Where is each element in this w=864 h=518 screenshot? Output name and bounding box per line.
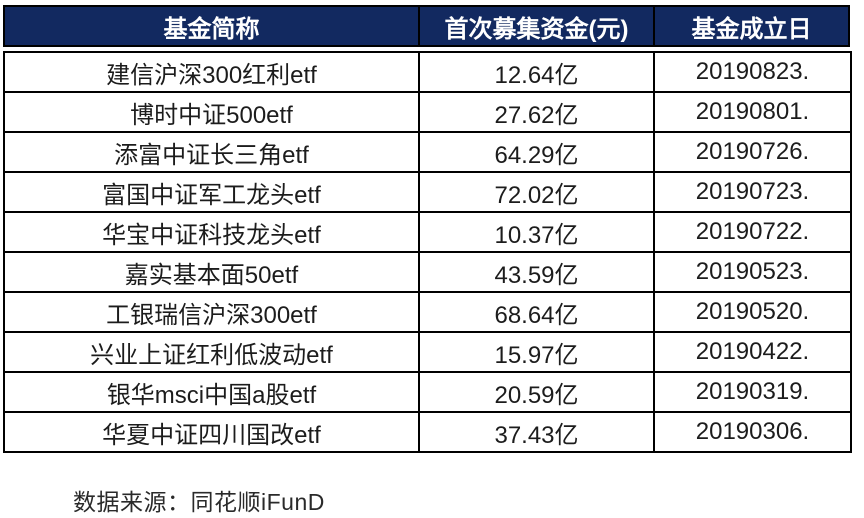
header-fund-name: 基金简称: [163, 15, 260, 43]
cell-raised-amount: 15.97亿: [418, 331, 655, 373]
cell-established-date: 20190422.: [653, 331, 852, 373]
table-row: 富国中证军工龙头etf 72.02亿 20190723.: [3, 171, 852, 213]
header-body-gap: [3, 47, 850, 51]
table-row: 添富中证长三角etf 64.29亿 20190726.: [3, 131, 852, 173]
cell-raised-amount: 12.64亿: [418, 51, 655, 93]
table-row: 建信沪深300红利etf 12.64亿 20190823.: [3, 51, 852, 93]
data-source-credit: 数据来源：同花顺iFunD: [73, 489, 325, 515]
fund-table: 基金简称 首次募集资金(元) 基金成立日 建信沪深300红利etf 12.64亿…: [3, 5, 852, 453]
cell-fund-name: 博时中证500etf: [3, 91, 420, 133]
cell-fund-name: 工银瑞信沪深300etf: [3, 291, 420, 333]
cell-raised-amount: 10.37亿: [418, 211, 655, 253]
cell-established-date: 20190520.: [653, 291, 852, 333]
cell-raised-amount: 37.43亿: [418, 411, 655, 453]
cell-raised-amount: 68.64亿: [418, 291, 655, 333]
cell-established-date: 20190306.: [653, 411, 852, 453]
cell-raised-amount: 43.59亿: [418, 251, 655, 293]
cell-fund-name: 建信沪深300红利etf: [3, 51, 420, 93]
cell-fund-name: 富国中证军工龙头etf: [3, 171, 420, 213]
table-row: 银华msci中国a股etf 20.59亿 20190319.: [3, 371, 852, 413]
cell-raised-amount: 64.29亿: [418, 131, 655, 173]
table-row: 博时中证500etf 27.62亿 20190801.: [3, 91, 852, 133]
cell-fund-name: 华夏中证四川国改etf: [3, 411, 420, 453]
cell-established-date: 20190523.: [653, 251, 852, 293]
cell-fund-name: 银华msci中国a股etf: [3, 371, 420, 413]
cell-fund-name: 华宝中证科技龙头etf: [3, 211, 420, 253]
cell-established-date: 20190823.: [653, 51, 852, 93]
cell-established-date: 20190801.: [653, 91, 852, 133]
cell-fund-name: 嘉实基本面50etf: [3, 251, 420, 293]
table-row: 嘉实基本面50etf 43.59亿 20190523.: [3, 251, 852, 293]
table-row: 华夏中证四川国改etf 37.43亿 20190306.: [3, 411, 852, 453]
cell-fund-name: 兴业上证红利低波动etf: [3, 331, 420, 373]
cell-established-date: 20190722.: [653, 211, 852, 253]
table-header-row: 基金简称 首次募集资金(元) 基金成立日: [3, 5, 850, 47]
table-row: 兴业上证红利低波动etf 15.97亿 20190422.: [3, 331, 852, 373]
cell-established-date: 20190319.: [653, 371, 852, 413]
cell-established-date: 20190723.: [653, 171, 852, 213]
header-established-date: 基金成立日: [653, 7, 848, 45]
cell-raised-amount: 27.62亿: [418, 91, 655, 133]
cell-fund-name: 添富中证长三角etf: [3, 131, 420, 173]
cell-established-date: 20190726.: [653, 131, 852, 173]
header-raised-amount: 首次募集资金(元): [418, 7, 653, 45]
table-row: 工银瑞信沪深300etf 68.64亿 20190520.: [3, 291, 852, 333]
cell-raised-amount: 20.59亿: [418, 371, 655, 413]
table-row: 华宝中证科技龙头etf 10.37亿 20190722.: [3, 211, 852, 253]
table-body: 建信沪深300红利etf 12.64亿 20190823. 博时中证500etf…: [3, 51, 852, 453]
cell-raised-amount: 72.02亿: [418, 171, 655, 213]
